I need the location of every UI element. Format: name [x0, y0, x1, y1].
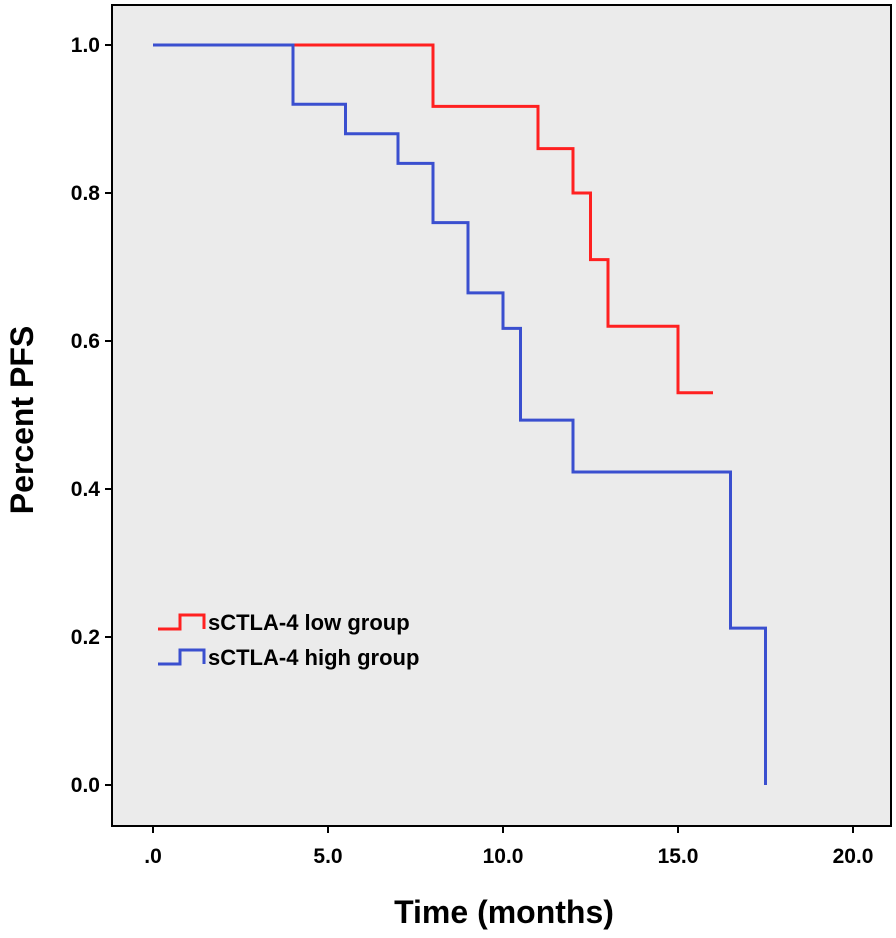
- x-tick-label: 15.0: [658, 845, 699, 868]
- plot-area: [111, 4, 892, 827]
- survival-curve-high: [153, 43, 767, 785]
- x-tick-label: 5.0: [313, 845, 342, 868]
- legend-label: sCTLA-4 high group: [208, 645, 419, 670]
- x-axis: .0 5.0 10.0 15.0 20.0: [144, 826, 873, 868]
- survival-curve-low: [153, 43, 713, 395]
- legend: sCTLA-4 low group sCTLA-4 high group: [158, 610, 419, 670]
- y-axis: 0.0 0.2 0.4 0.6 0.8 1.0: [71, 34, 112, 797]
- y-tick-label: 1.0: [71, 34, 100, 57]
- y-tick-label: 0.8: [71, 182, 101, 205]
- legend-swatch: [158, 613, 206, 631]
- y-tick-label: 0.2: [71, 626, 100, 649]
- x-tick-label: 10.0: [483, 845, 524, 868]
- y-tick-label: 0.0: [71, 774, 100, 797]
- y-tick-label: 0.6: [71, 330, 100, 353]
- y-tick-label: 0.4: [71, 478, 101, 501]
- legend-label: sCTLA-4 low group: [208, 610, 410, 635]
- legend-swatch: [158, 648, 206, 666]
- x-tick-label: 20.0: [833, 845, 874, 868]
- y-axis-title: Percent PFS: [4, 326, 40, 515]
- x-tick-label: .0: [144, 845, 162, 868]
- survival-curves: [153, 43, 767, 785]
- x-axis-title: Time (months): [394, 894, 614, 930]
